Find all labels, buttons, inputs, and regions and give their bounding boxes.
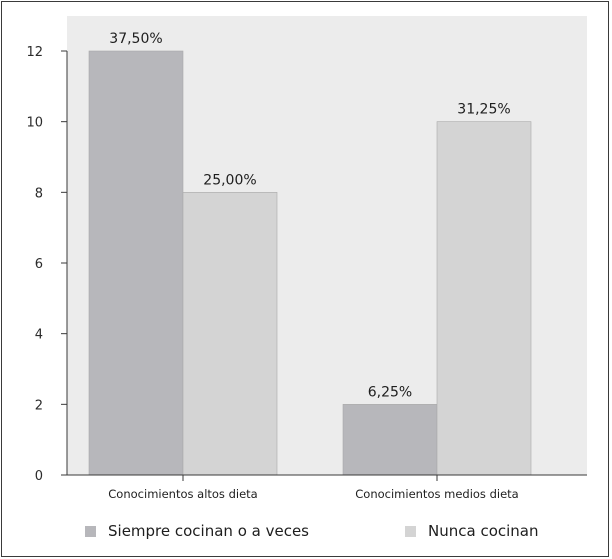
legend-label-series-0: Siempre cocinan o a veces (108, 522, 309, 540)
legend-label-series-1: Nunca cocinan (428, 522, 539, 540)
bar-0-1 (342, 404, 438, 476)
x-tick-label-1: Conocimientos medios dieta (355, 487, 518, 501)
data-label-0-0: 37,50% (109, 31, 162, 47)
bars-group (88, 50, 532, 476)
y-tick-label-6: 6 (35, 257, 43, 272)
data-label-0-1: 6,25% (368, 384, 412, 400)
bar-1-0 (182, 192, 278, 476)
data-labels-group: 37,50% 6,25% 25,00% 31,25% (109, 31, 510, 400)
y-tick-label-10: 10 (26, 116, 43, 131)
y-axis-group: 0 2 4 6 8 10 12 (26, 45, 68, 484)
legend-swatch-series-1 (405, 525, 416, 537)
bar-0-0 (88, 50, 184, 476)
bar-1-1 (436, 121, 532, 476)
y-tick-label-8: 8 (35, 186, 43, 201)
y-tick-label-0: 0 (35, 469, 43, 484)
data-label-1-1: 31,25% (457, 102, 510, 118)
data-label-1-0: 25,00% (203, 172, 256, 188)
legend-swatch-series-0 (85, 525, 96, 537)
legend-item-series-1: Nunca cocinan (405, 522, 539, 540)
x-axis-group: Conocimientos altos dieta Conocimientos m… (67, 474, 587, 501)
legend: Siempre cocinan o a veces Nunca cocinan (0, 522, 612, 546)
y-tick-label-12: 12 (26, 45, 43, 60)
legend-item-series-0: Siempre cocinan o a veces (85, 522, 309, 540)
x-tick-label-0: Conocimientos altos dieta (108, 487, 257, 501)
y-tick-label-4: 4 (35, 328, 43, 343)
y-tick-label-2: 2 (35, 398, 43, 413)
